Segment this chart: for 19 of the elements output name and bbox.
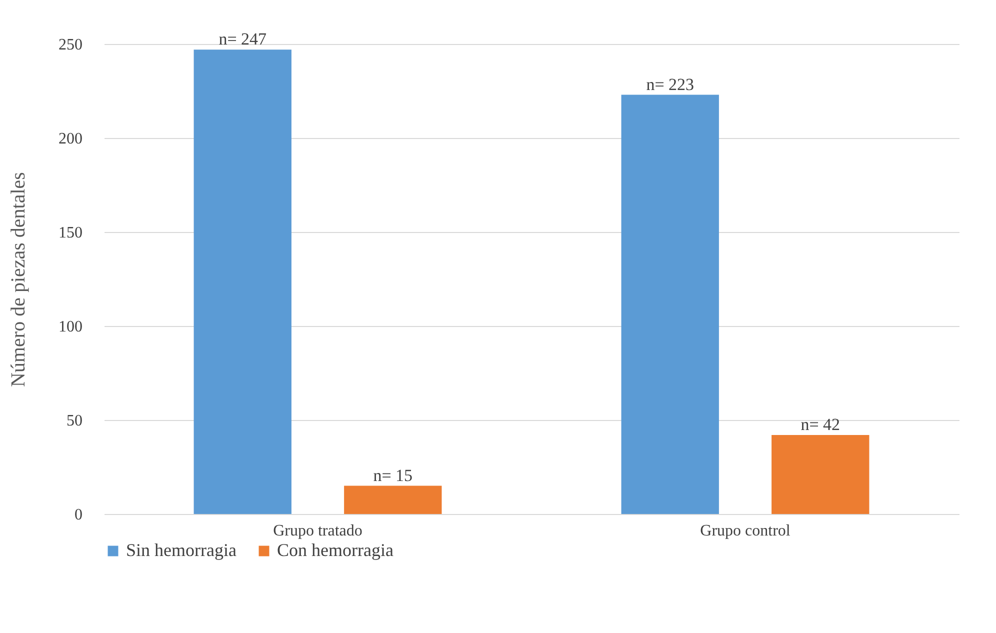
bar — [194, 50, 292, 514]
bar — [772, 435, 870, 514]
legend-label: Sin hemorragia — [126, 540, 236, 560]
x-tick-label: Grupo tratado — [273, 522, 362, 540]
bar — [621, 94, 719, 514]
legend-label: Con hemorragia — [277, 540, 394, 560]
y-tick-label: 0 — [74, 506, 82, 524]
y-tick-label: 100 — [58, 318, 82, 336]
y-tick-label: 50 — [66, 412, 82, 430]
y-tick-label: 250 — [58, 36, 82, 54]
data-label: n= 42 — [800, 415, 840, 434]
y-tick-label: 150 — [58, 224, 82, 242]
data-label: n= 15 — [373, 466, 413, 485]
x-tick-label: Grupo control — [700, 522, 791, 540]
data-label: n= 247 — [218, 30, 268, 49]
y-axis-title: Número de piezas dentales — [8, 172, 30, 387]
data-label: n= 223 — [646, 74, 694, 94]
y-tick-label: 200 — [58, 130, 82, 148]
bar — [344, 486, 442, 514]
